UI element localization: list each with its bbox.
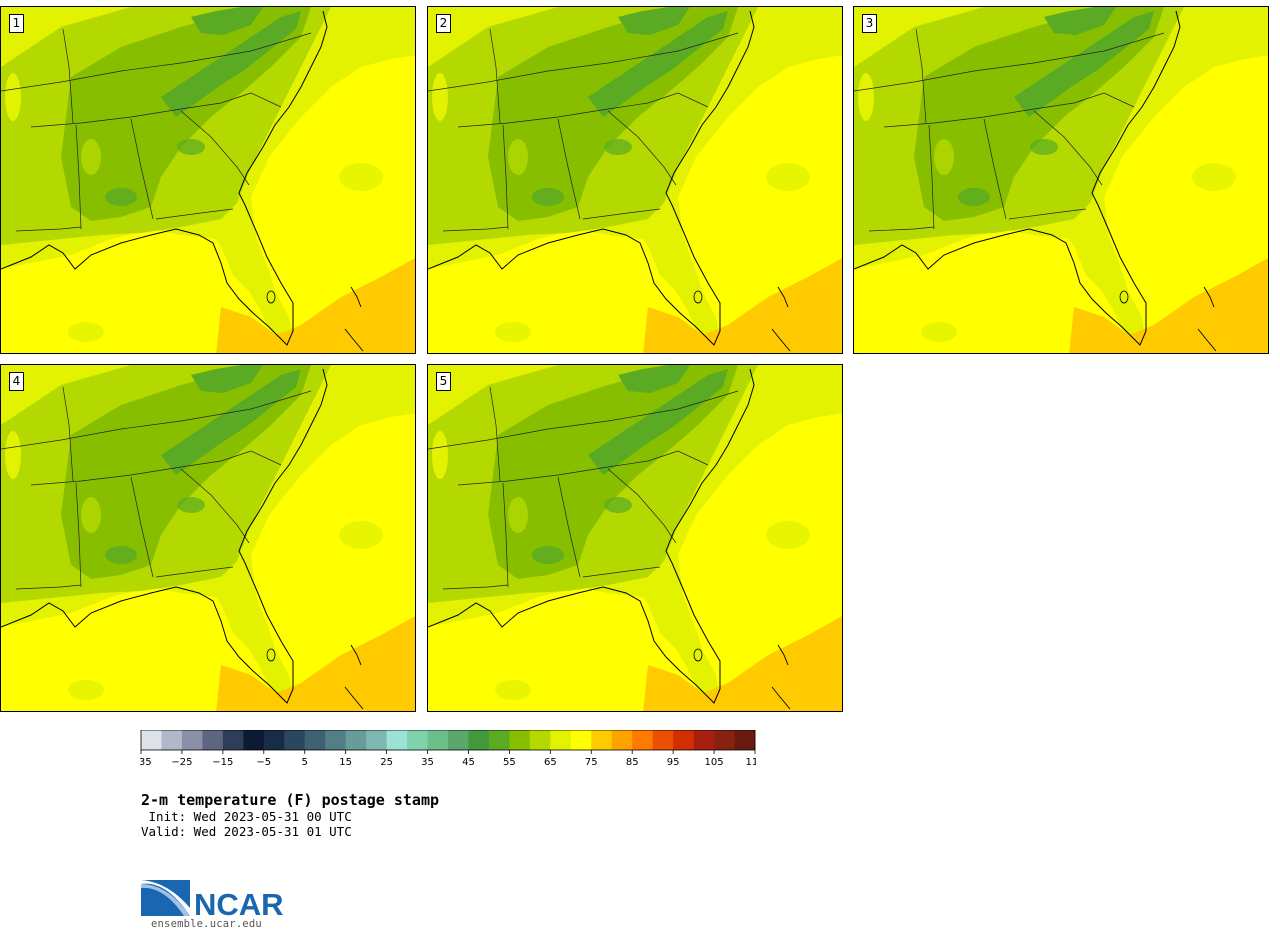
valid-time: Valid: Wed 2023-05-31 01 UTC: [141, 824, 352, 839]
map-panel-1: 1: [0, 6, 416, 354]
colorbar-swatch: [181, 730, 203, 750]
map-panel-3: 3: [853, 6, 1269, 354]
colorbar-tick-label: 105: [705, 757, 724, 768]
colorbar-swatch: [714, 730, 735, 750]
colorbar-tick-label: 15: [339, 757, 352, 768]
panel-number: 1: [9, 14, 24, 33]
colorbar-outline: [140, 730, 756, 751]
map-svg: [428, 365, 842, 711]
colorbar-tick-label: −35: [140, 757, 152, 768]
colorbar-swatch: [386, 730, 408, 750]
colorbar-swatch: [652, 730, 674, 750]
colorbar-tick-label: 85: [626, 757, 639, 768]
colorbar-swatch: [488, 730, 510, 750]
panel-number: 4: [9, 372, 24, 391]
colorbar-swatch: [550, 730, 572, 750]
colorbar-tick-label: 25: [380, 757, 393, 768]
colorbar-swatch: [611, 730, 633, 750]
map-panel-2: 2: [427, 6, 843, 354]
colorbar-swatch: [161, 730, 183, 750]
colorbar-swatch: [222, 730, 244, 750]
colorbar-swatch: [673, 730, 694, 750]
map-svg: [428, 7, 842, 353]
map-svg: [1, 7, 415, 353]
map-svg: [1, 365, 415, 711]
map-panel-4: 4: [0, 364, 416, 712]
colorbar-swatch: [407, 730, 428, 750]
colorbar-swatch: [263, 730, 285, 750]
panel-number: 2: [436, 14, 451, 33]
chart-title: 2-m temperature (F) postage stamp: [141, 791, 440, 809]
colorbar-tick-label: 65: [544, 757, 557, 768]
colorbar-swatch: [468, 730, 490, 750]
map-svg: [854, 7, 1268, 353]
colorbar-tick-label: −15: [212, 757, 233, 768]
temperature-colorbar: −35 −25 −15 −5 5 15 25 35 45 55 65 75 85 95 105 115: [140, 730, 756, 768]
colorbar-swatch: [325, 730, 346, 750]
init-time: Init: Wed 2023-05-31 00 UTC: [141, 809, 352, 824]
colorbar-tick-label: 75: [585, 757, 598, 768]
colorbar-swatch: [693, 730, 715, 750]
colorbar-swatch: [427, 730, 449, 750]
colorbar-swatch: [529, 730, 551, 750]
colorbar-swatch: [591, 730, 613, 750]
colorbar-swatch: [366, 730, 387, 750]
colorbar-swatch: [284, 730, 306, 750]
colorbar-tick-label: 45: [462, 757, 475, 768]
map-panel-5: 5: [427, 364, 843, 712]
colorbar-swatch: [509, 730, 531, 750]
website-url: ensemble.ucar.edu: [151, 918, 262, 930]
colorbar-swatch: [345, 730, 367, 750]
logo-text: NCAR: [194, 887, 284, 920]
colorbar-swatch: [141, 730, 162, 750]
colorbar-tick-label: 35: [421, 757, 434, 768]
colorbar-swatch: [304, 730, 326, 750]
colorbar-swatch: [448, 730, 469, 750]
colorbar-tick-label: 95: [667, 757, 680, 768]
colorbar-swatch: [632, 730, 653, 750]
colorbar-tick-label: 5: [302, 757, 308, 768]
ncar-logo: NCAR: [141, 880, 284, 920]
colorbar-swatch: [570, 730, 592, 750]
colorbar-tick-label: 115: [745, 757, 756, 768]
colorbar-tick-label: −5: [256, 757, 271, 768]
colorbar-swatch: [202, 730, 224, 750]
panel-number: 3: [862, 14, 877, 33]
colorbar-tick-label: −25: [171, 757, 192, 768]
panel-number: 5: [436, 372, 451, 391]
colorbar-tick-label: 55: [503, 757, 516, 768]
colorbar-swatch: [734, 730, 756, 750]
colorbar-swatch: [243, 730, 265, 750]
